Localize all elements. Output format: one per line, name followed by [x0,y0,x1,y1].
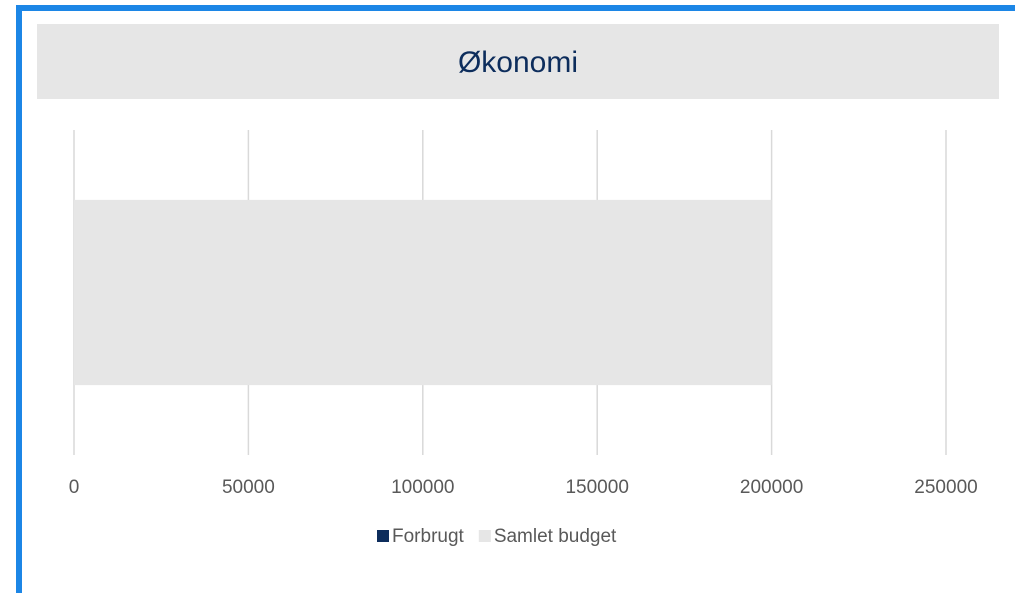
x-tick-label: 100000 [391,477,454,498]
x-tick-label: 0 [69,477,80,498]
x-tick-label: 250000 [914,477,977,498]
legend-swatch [478,530,491,542]
frame-left [16,5,22,593]
x-tick-label: 50000 [222,477,275,498]
legend-swatch [377,530,389,542]
title-banner [37,24,999,99]
x-tick-label: 200000 [740,477,803,498]
frame-top [16,5,1015,11]
bar [74,199,772,386]
legend-label: Forbrugt [392,526,465,547]
legend-label: Samlet budget [494,526,617,547]
chart-title: Økonomi [458,46,578,79]
x-tick-label: 150000 [565,477,628,498]
